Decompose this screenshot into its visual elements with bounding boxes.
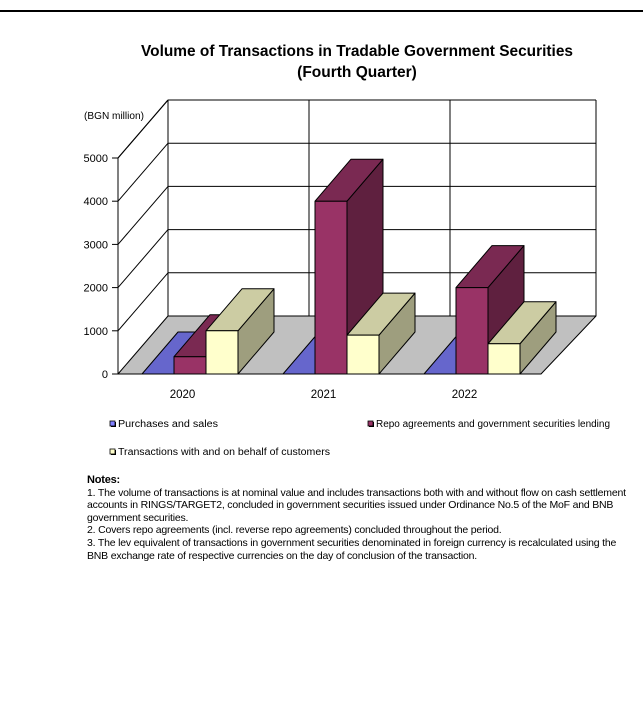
x-tick-label-1: 2021 — [311, 389, 337, 401]
top-rule — [0, 10, 643, 12]
notes: Notes: 1. The volume of transactions is … — [87, 474, 627, 562]
note-item-3: 3. The lev equivalent of transactions in… — [87, 536, 617, 562]
bar-2020-s1-front — [173, 356, 207, 375]
legend-label-1: Repo agreements and government securitie… — [376, 419, 610, 430]
legend-label-2: Transactions with and on behalf of custo… — [118, 447, 330, 458]
note-item-2: 2. Covers repo agreements (incl. reverse… — [87, 524, 502, 537]
chart: Volume of Transactions in Tradable Gover… — [84, 43, 610, 458]
gridline-left-3 — [117, 142, 169, 202]
y-tick-label-0: 0 — [102, 369, 108, 381]
y-tick-label-3: 3000 — [84, 239, 108, 251]
gridline-left-1 — [117, 229, 169, 288]
bar-2020-s2-front — [205, 330, 239, 375]
gridline-left-0 — [117, 272, 169, 332]
bar-2021-s2-front — [346, 334, 380, 375]
y-tick-label-5: 5000 — [84, 153, 108, 165]
bar-2021-s1-front — [314, 200, 348, 375]
legend-swatch-0 — [109, 420, 116, 427]
x-tick-label-0: 2020 — [170, 389, 196, 401]
y-unit-label: (BGN million) — [84, 111, 144, 122]
chart-title: Volume of Transactions in Tradable Gover… — [141, 43, 573, 60]
gridline-left-4 — [117, 99, 169, 159]
note-item-1: 1. The volume of transactions is at nomi… — [87, 486, 626, 524]
notes-title: Notes: — [87, 474, 121, 486]
y-tick-label-4: 4000 — [84, 196, 108, 208]
chart-subtitle: (Fourth Quarter) — [297, 64, 417, 81]
y-tick-label-1: 1000 — [84, 326, 108, 338]
legend-swatch-1 — [367, 420, 374, 427]
legend-label-0: Purchases and sales — [118, 419, 218, 430]
gridline-left-2 — [117, 186, 169, 245]
bar-2022-s2-front — [487, 343, 521, 375]
legend-swatch-2 — [109, 448, 116, 455]
x-tick-label-2: 2022 — [452, 389, 478, 401]
y-tick-label-2: 2000 — [84, 283, 108, 295]
bar-2022-s1-front — [455, 287, 489, 375]
